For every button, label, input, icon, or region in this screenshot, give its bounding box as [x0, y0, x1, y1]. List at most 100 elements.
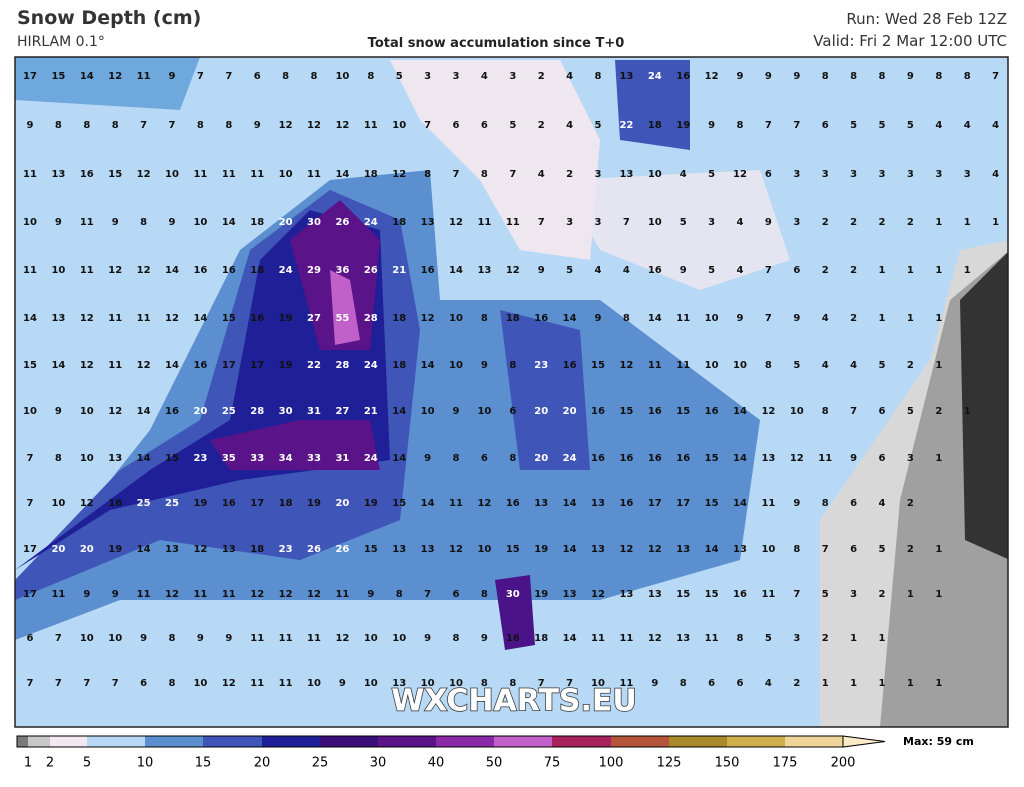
- snow-value: 2: [907, 498, 914, 509]
- snow-value: 14: [222, 217, 236, 228]
- snow-value: 7: [453, 169, 460, 180]
- snow-value: 2: [538, 120, 545, 131]
- snow-value: 8: [765, 360, 772, 371]
- snow-value: 7: [83, 678, 90, 689]
- snow-value: 2: [907, 544, 914, 555]
- snow-value: 16: [421, 265, 435, 276]
- snow-value: 16: [676, 453, 690, 464]
- snow-value: 9: [737, 313, 744, 324]
- snow-value: 16: [733, 589, 747, 600]
- snow-value: 12: [108, 265, 122, 276]
- snow-value: 12: [449, 544, 463, 555]
- snow-value: 12: [193, 544, 207, 555]
- snow-value: 5: [907, 406, 914, 417]
- snow-value: 4: [765, 678, 772, 689]
- snow-value: 14: [421, 360, 435, 371]
- snow-value: 13: [51, 313, 65, 324]
- snow-value: 7: [27, 678, 34, 689]
- snow-value: 23: [534, 360, 548, 371]
- snow-value: 9: [680, 265, 687, 276]
- snow-value: 10: [279, 169, 293, 180]
- legend-label: 5: [83, 756, 91, 771]
- snow-value: 8: [481, 589, 488, 600]
- snow-value: 14: [733, 406, 747, 417]
- snow-value: 1: [964, 217, 971, 228]
- snow-value: 10: [364, 633, 378, 644]
- snow-value: 4: [850, 360, 857, 371]
- snow-value: 3: [793, 169, 800, 180]
- snow-value: 11: [250, 633, 264, 644]
- snow-value: 15: [222, 313, 236, 324]
- snow-value: 14: [563, 313, 577, 324]
- snow-value: 11: [619, 678, 633, 689]
- snow-value: 6: [879, 453, 886, 464]
- snow-value: 10: [364, 678, 378, 689]
- snow-value: 10: [648, 217, 662, 228]
- legend-label: 10: [137, 756, 154, 771]
- snow-value: 5: [708, 265, 715, 276]
- snow-value: 12: [222, 678, 236, 689]
- legend-label: 1: [24, 756, 32, 771]
- snow-value: 20: [534, 406, 548, 417]
- snow-value: 20: [279, 217, 293, 228]
- snow-value: 1: [879, 633, 886, 644]
- snow-value: 11: [648, 360, 662, 371]
- snow-value: 4: [538, 169, 545, 180]
- snow-value: 1: [850, 678, 857, 689]
- snow-value: 11: [449, 498, 463, 509]
- snow-value: 24: [364, 453, 378, 464]
- snow-value: 24: [648, 71, 662, 82]
- snow-value: 16: [705, 406, 719, 417]
- snow-value: 16: [80, 169, 94, 180]
- snow-value: 11: [51, 589, 65, 600]
- snow-value: 9: [424, 453, 431, 464]
- snow-value: 2: [538, 71, 545, 82]
- snow-value: 16: [193, 360, 207, 371]
- snow-value: 7: [27, 498, 34, 509]
- snow-value: 12: [591, 589, 605, 600]
- snow-value: 8: [680, 678, 687, 689]
- snow-value: 12: [705, 71, 719, 82]
- legend-max: Max: 59 cm: [903, 735, 974, 748]
- snow-value: 12: [392, 169, 406, 180]
- snow-value: 7: [992, 71, 999, 82]
- snow-value: 11: [307, 633, 321, 644]
- snow-value: 11: [506, 217, 520, 228]
- snow-value: 13: [619, 169, 633, 180]
- snow-value: 14: [733, 498, 747, 509]
- snow-value: 9: [453, 406, 460, 417]
- snow-value: 15: [23, 360, 37, 371]
- snow-value: 16: [165, 406, 179, 417]
- snow-value: 27: [307, 313, 321, 324]
- snow-value: 8: [793, 544, 800, 555]
- snow-value: 11: [705, 633, 719, 644]
- snow-value: 8: [311, 71, 318, 82]
- snow-value: 2: [935, 406, 942, 417]
- snow-value: 5: [793, 360, 800, 371]
- snow-value: 15: [51, 71, 65, 82]
- legend-label: 30: [370, 756, 387, 771]
- snow-value: 7: [765, 120, 772, 131]
- snow-value: 10: [392, 120, 406, 131]
- snow-value: 14: [705, 544, 719, 555]
- snow-value: 34: [279, 453, 293, 464]
- snow-value: 14: [449, 265, 463, 276]
- snow-value: 9: [83, 589, 90, 600]
- legend-label: 50: [486, 756, 503, 771]
- snow-value: 15: [705, 498, 719, 509]
- snow-value: 8: [169, 678, 176, 689]
- snow-value: 12: [335, 633, 349, 644]
- snow-value: 7: [538, 217, 545, 228]
- snow-value: 1: [822, 678, 829, 689]
- snow-value: 18: [250, 544, 264, 555]
- snow-value: 24: [279, 265, 293, 276]
- snow-value: 20: [563, 406, 577, 417]
- snow-value: 6: [708, 678, 715, 689]
- snow-value: 11: [818, 453, 832, 464]
- snow-value: 14: [193, 313, 207, 324]
- legend-label: 15: [195, 756, 212, 771]
- snow-value: 13: [619, 589, 633, 600]
- snow-value: 23: [193, 453, 207, 464]
- legend-label: 75: [544, 756, 561, 771]
- snow-value: 18: [250, 217, 264, 228]
